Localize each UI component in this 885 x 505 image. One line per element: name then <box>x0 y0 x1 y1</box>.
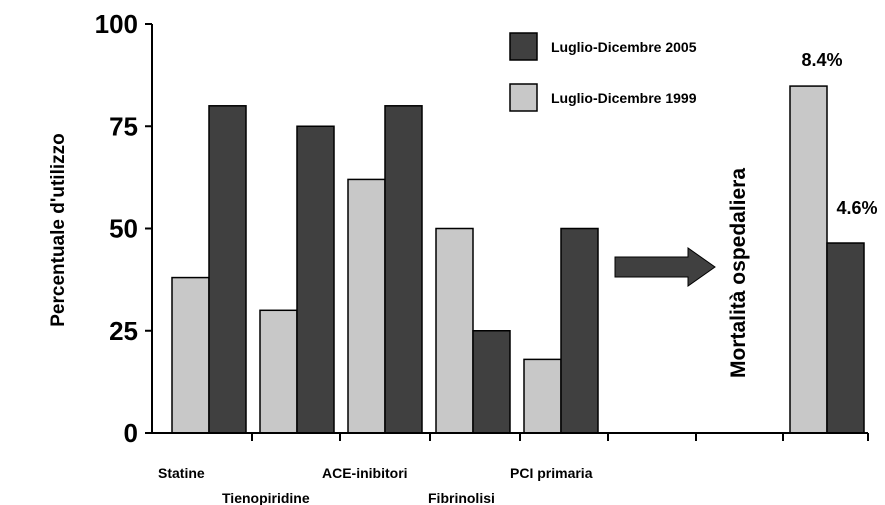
bar-1999-ace-inibitori <box>347 178 386 434</box>
tick-labels-group: 0 25 50 75 100 <box>95 9 138 448</box>
category-label-tienopiridine: Tienopiridine <box>222 490 310 505</box>
bar-2005-pci-primaria <box>560 227 599 434</box>
mortality-value-2005: 4.6% <box>836 198 877 218</box>
legend: Luglio-Dicembre 2005 Luglio-Dicembre 199… <box>509 32 697 112</box>
axes-group <box>145 23 869 441</box>
legend-swatch-1999 <box>509 83 538 112</box>
y-tick-label-0: 0 <box>124 418 138 448</box>
bar-1999-pci-primaria <box>523 358 562 434</box>
y-tick-label-100: 100 <box>95 9 138 39</box>
mortality-bar-1999 <box>789 85 828 434</box>
category-label-ace-inibitori: ACE-inibitori <box>322 465 408 481</box>
category-label-fibrinolisi: Fibrinolisi <box>428 490 495 505</box>
bars-group <box>171 85 865 434</box>
mortality-value-1999: 8.4% <box>801 50 842 70</box>
y-tick-label-25: 25 <box>109 316 138 346</box>
bar-2005-fibrinolisi <box>472 330 511 434</box>
y-tick-label-50: 50 <box>109 214 138 244</box>
bar-1999-statine <box>171 276 210 434</box>
bar-1999-tienopiridine <box>259 309 298 434</box>
mortality-label: Mortalità ospedaliera <box>727 168 750 378</box>
mortality-bar-2005 <box>826 242 865 434</box>
legend-label-2005: Luglio-Dicembre 2005 <box>551 39 697 55</box>
right-arrow-icon <box>614 247 716 287</box>
bar-2005-ace-inibitori <box>384 105 423 434</box>
category-label-statine: Statine <box>158 465 205 481</box>
y-axis-label: Percentuale d'utilizzo <box>48 133 69 327</box>
legend-label-1999: Luglio-Dicembre 1999 <box>551 90 697 106</box>
bar-2005-statine <box>208 105 247 434</box>
category-label-pci-primaria: PCI primaria <box>510 465 593 481</box>
category-labels-group: Statine Tienopiridine ACE-inibitori Fibrino… <box>158 465 593 505</box>
legend-swatch-2005 <box>509 32 538 61</box>
bar-2005-tienopiridine <box>296 125 335 434</box>
bar-1999-fibrinolisi <box>435 227 474 434</box>
y-tick-label-75: 75 <box>109 111 138 141</box>
